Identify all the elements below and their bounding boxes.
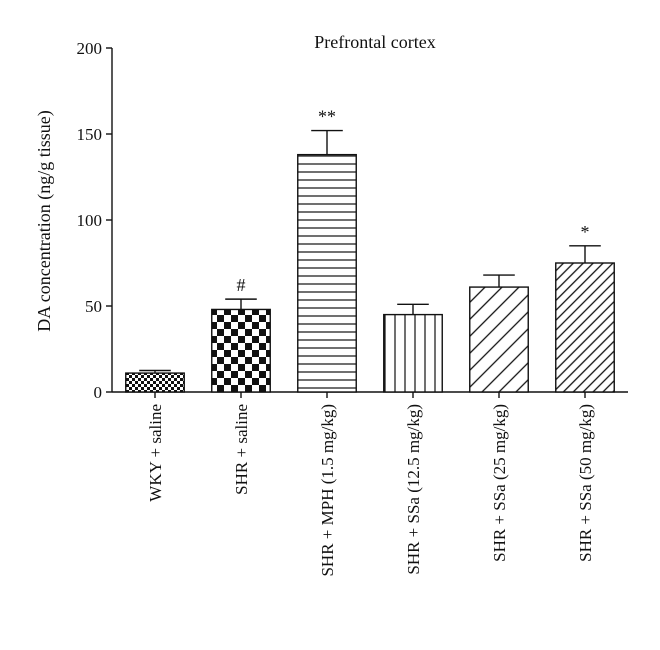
- y-tick-label: 150: [77, 125, 103, 144]
- x-category-label: SHR + SSa (12.5 mg/kg): [404, 404, 423, 575]
- x-category-label: SHR + SSa (50 mg/kg): [576, 404, 595, 562]
- significance-label: **: [318, 107, 336, 127]
- bar: [383, 313, 443, 393]
- bar: [469, 286, 529, 393]
- x-category-label: SHR + saline: [232, 404, 251, 495]
- bar: [125, 372, 185, 393]
- y-axis-title: DA concentration (ng/g tissue): [34, 110, 55, 331]
- y-tick-label: 50: [85, 297, 102, 316]
- significance-label: *: [581, 222, 590, 242]
- significance-label: #: [237, 275, 246, 295]
- x-axis-ticks: WKY + saline SHR + saline SHR + MPH (1.5 m…: [146, 392, 595, 577]
- y-tick-label: 100: [77, 211, 103, 230]
- x-category-label: SHR + SSa (25 mg/kg): [490, 404, 509, 562]
- y-tick-label: 0: [94, 383, 103, 402]
- y-tick-label: 200: [77, 39, 103, 58]
- x-category-label: WKY + saline: [146, 404, 165, 502]
- bars-group: #***: [125, 107, 615, 393]
- x-category-label: SHR + MPH (1.5 mg/kg): [318, 404, 337, 577]
- bar: [297, 153, 357, 393]
- chart-title: Prefrontal cortex: [314, 32, 435, 52]
- bar: [211, 308, 271, 393]
- y-axis-ticks: 0 50 100 150 200: [77, 39, 112, 402]
- bar: [555, 262, 615, 393]
